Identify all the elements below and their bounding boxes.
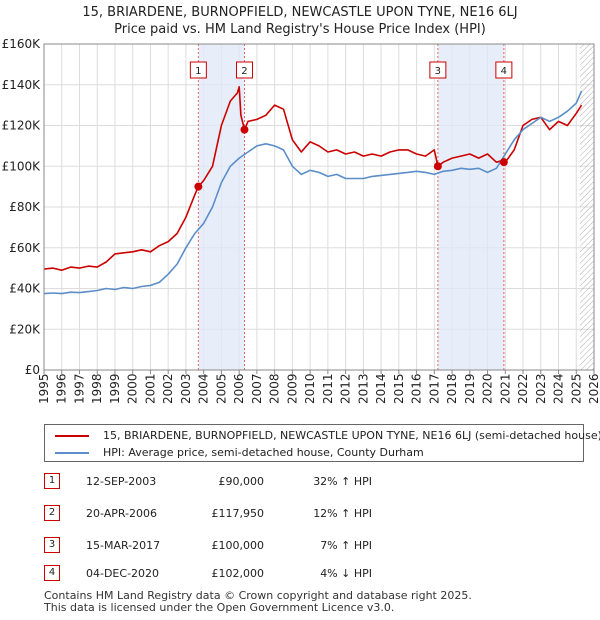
- x-tick-label: 2019: [463, 373, 477, 404]
- footer-license: This data is licensed under the Open Gov…: [44, 601, 395, 614]
- x-tick-label: 2002: [161, 373, 175, 404]
- x-tick-label: 2025: [569, 373, 583, 404]
- sale-badge: 2: [44, 505, 60, 521]
- sale-point: [194, 182, 203, 191]
- sale-price: £117,950: [211, 507, 265, 520]
- x-tick-label: 2020: [481, 373, 495, 404]
- x-tick-label: 2004: [197, 373, 211, 404]
- x-tick-label: 2010: [303, 373, 317, 404]
- x-tick-label: 2001: [143, 373, 157, 404]
- sale-date: 15-MAR-2017: [86, 539, 161, 552]
- footer-copyright: Contains HM Land Registry data © Crown c…: [44, 589, 472, 602]
- x-tick-label: 2009: [285, 373, 299, 404]
- x-tick-label: 2026: [587, 373, 600, 404]
- forecast-region: [579, 44, 594, 370]
- sale-label: 3: [435, 66, 441, 77]
- sale-hpi-change: 4% ↓ HPI: [320, 567, 372, 580]
- sale-badge: 1: [44, 473, 60, 489]
- legend-swatch-property: [55, 435, 89, 437]
- legend-label-property: 15, BRIARDENE, BURNOPFIELD, NEWCASTLE UP…: [103, 429, 600, 442]
- sale-date: 04-DEC-2020: [86, 567, 160, 580]
- x-tick-label: 2021: [498, 373, 512, 404]
- sale-label-box: [235, 61, 253, 79]
- x-tick-label: 2012: [339, 373, 353, 404]
- y-tick-label: £120K: [2, 119, 42, 133]
- sale-label-box: [189, 61, 207, 79]
- sale-label: 4: [501, 66, 507, 77]
- sale-badge: 4: [44, 565, 60, 581]
- y-tick-label: £100K: [2, 159, 42, 173]
- sale-date: 12-SEP-2003: [86, 475, 157, 488]
- x-tick-label: 2011: [321, 373, 335, 404]
- x-tick-label: 2024: [552, 373, 566, 404]
- x-tick-label: 2006: [232, 373, 246, 404]
- sale-row: 1 12-SEP-2003 £90,000 32% ↑ HPI: [44, 472, 444, 492]
- legend-label-hpi: HPI: Average price, semi-detached house,…: [103, 446, 424, 459]
- sale-badge: 3: [44, 537, 60, 553]
- x-tick-label: 2017: [427, 373, 441, 404]
- sale-point: [499, 158, 508, 167]
- x-tick-label: 2022: [516, 373, 530, 404]
- chart-title-block: 15, BRIARDENE, BURNOPFIELD, NEWCASTLE UP…: [0, 4, 600, 38]
- y-tick-label: £60K: [9, 241, 41, 255]
- x-tick-label: 1997: [72, 373, 86, 404]
- x-tick-label: 2008: [268, 373, 282, 404]
- x-tick-label: 1999: [108, 373, 122, 404]
- x-tick-label: 2013: [356, 373, 370, 404]
- x-tick-label: 1996: [55, 373, 69, 404]
- sale-point: [240, 125, 249, 134]
- series-line-hpi: [43, 90, 583, 295]
- x-tick-label: 2003: [179, 373, 193, 404]
- x-tick-label: 2016: [410, 373, 424, 404]
- sale-hpi-change: 7% ↑ HPI: [320, 539, 372, 552]
- x-tick-label: 2000: [126, 373, 140, 404]
- sale-row: 2 20-APR-2006 £117,950 12% ↑ HPI: [44, 504, 444, 524]
- sale-date: 20-APR-2006: [86, 507, 158, 520]
- sale-row: 4 04-DEC-2020 £102,000 4% ↓ HPI: [44, 564, 444, 584]
- y-tick-label: £0: [25, 363, 40, 377]
- y-tick-label: £20K: [9, 322, 41, 336]
- sale-label-box: [495, 61, 513, 79]
- sale-interval-band: [198, 44, 245, 370]
- plot-frame: [43, 43, 595, 371]
- sale-label: 1: [195, 66, 201, 77]
- legend-swatch-hpi: [55, 452, 89, 454]
- sale-interval-band: [437, 44, 504, 370]
- x-tick-label: 2023: [534, 373, 548, 404]
- x-tick-label: 2014: [374, 373, 388, 404]
- x-tick-label: 1998: [90, 373, 104, 404]
- y-tick-label: £140K: [2, 78, 42, 92]
- sale-price: £100,000: [211, 539, 265, 552]
- sale-label-box: [429, 61, 447, 79]
- sale-hpi-change: 32% ↑ HPI: [313, 475, 372, 488]
- y-tick-label: £160K: [2, 37, 42, 51]
- y-tick-label: £80K: [9, 200, 41, 214]
- chart-title: 15, BRIARDENE, BURNOPFIELD, NEWCASTLE UP…: [82, 5, 518, 20]
- sale-price: £102,000: [211, 567, 265, 580]
- price-chart: £0 £20K £40K £60K £80K £100K £120K £140K £160K 19…: [2, 37, 600, 404]
- sale-hpi-change: 12% ↑ HPI: [313, 507, 372, 520]
- chart-subtitle: Price paid vs. HM Land Registry's House …: [114, 22, 486, 37]
- x-tick-label: 1995: [37, 373, 51, 404]
- y-tick-label: £40K: [9, 282, 41, 296]
- x-tick-label: 2018: [445, 373, 459, 404]
- sale-point: [433, 162, 442, 171]
- legend: 15, BRIARDENE, BURNOPFIELD, NEWCASTLE UP…: [44, 424, 600, 462]
- x-tick-label: 2007: [250, 373, 264, 404]
- sale-label: 2: [241, 66, 247, 77]
- sale-row: 3 15-MAR-2017 £100,000 7% ↑ HPI: [44, 536, 444, 556]
- x-tick-label: 2005: [214, 373, 228, 404]
- series-line-property: [43, 86, 583, 272]
- x-tick-label: 2015: [392, 373, 406, 404]
- footer: Contains HM Land Registry data © Crown c…: [44, 590, 472, 614]
- sale-price: £90,000: [218, 475, 265, 488]
